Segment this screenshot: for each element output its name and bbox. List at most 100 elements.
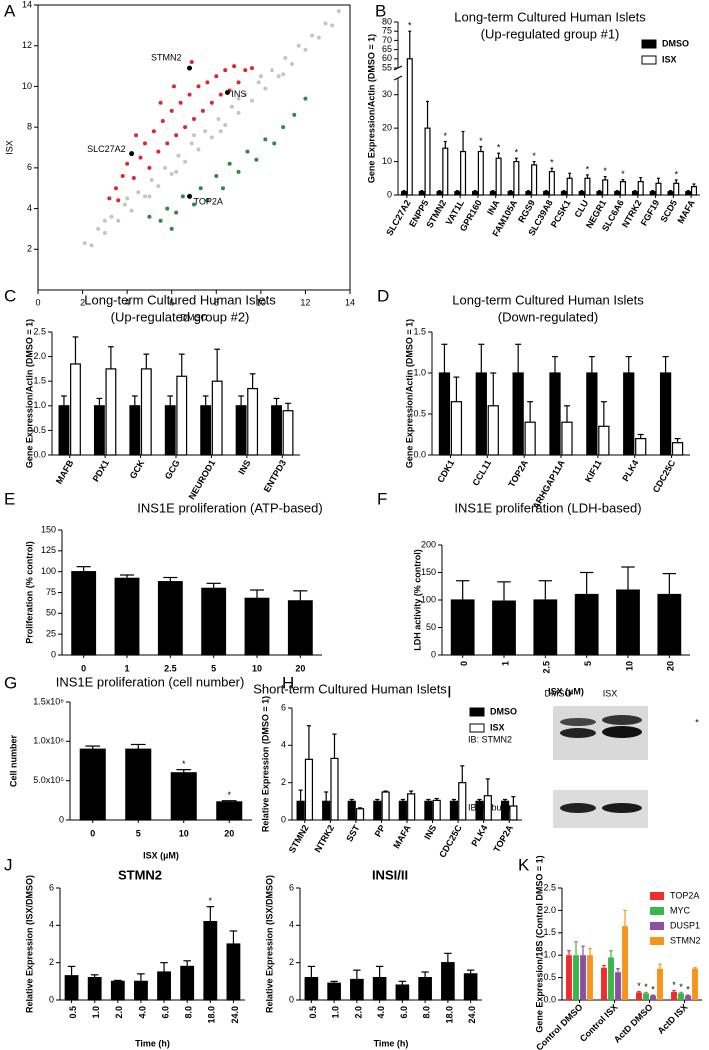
- bar: [566, 177, 573, 196]
- y-tick-label: 50: [46, 608, 56, 618]
- bar: [322, 800, 331, 821]
- y-tick-label: 6: [27, 162, 32, 172]
- bar: [436, 191, 443, 196]
- x-tick-label: 10: [252, 663, 262, 673]
- point: [258, 74, 263, 79]
- bar: [495, 157, 502, 196]
- x-tick-label: 4: [125, 297, 130, 307]
- point: [138, 155, 143, 160]
- point: [205, 80, 210, 85]
- point: [236, 169, 241, 174]
- significance-marker: *: [209, 896, 213, 906]
- point: [223, 123, 228, 128]
- y-tick-label: 2: [289, 957, 294, 967]
- bar: [244, 597, 270, 656]
- y-tick-label: 14: [22, 0, 32, 9]
- y-tick-label: 150: [41, 524, 56, 534]
- bar: [560, 191, 567, 196]
- bar: [586, 372, 598, 456]
- point: [236, 96, 241, 101]
- x-tick-label: 0: [35, 297, 40, 307]
- panel-letter: E: [4, 489, 15, 508]
- bar: [533, 599, 558, 656]
- bar: [424, 800, 433, 821]
- y-tick-label: 12: [22, 40, 32, 50]
- bar: [525, 191, 532, 196]
- x-tick-label: 18.0: [207, 1006, 217, 1024]
- chart-title: Short-term Cultured Human Islets: [253, 681, 447, 696]
- bar: [134, 980, 148, 1001]
- bar: [373, 800, 382, 821]
- bar: [418, 191, 425, 196]
- panel-letter: J: [4, 855, 13, 874]
- panel-letter: G: [4, 673, 17, 692]
- y-tick-label: 1.0: [413, 367, 426, 377]
- bar: [441, 962, 455, 1001]
- point: [296, 43, 301, 48]
- bar: [531, 164, 538, 196]
- bar: [655, 182, 662, 196]
- x-tick-label: 5: [211, 663, 216, 673]
- point: [116, 198, 121, 203]
- bar: [472, 191, 479, 196]
- bar: [615, 972, 621, 1000]
- y-axis-label: Proliferation (% control): [24, 541, 34, 644]
- x-tick-label: 2.0: [353, 1006, 363, 1019]
- point: [256, 80, 261, 85]
- y-tick-label: 150: [421, 567, 436, 577]
- x-tick-label: CLU: [572, 198, 590, 219]
- legend-swatch: [650, 907, 664, 915]
- y-tick-label: 1.5: [413, 326, 426, 336]
- point: [107, 196, 112, 201]
- bar: [643, 993, 649, 1000]
- bar: [475, 372, 487, 456]
- x-tick-label: PDX1: [91, 458, 111, 483]
- point: [165, 206, 170, 211]
- y-tick-label: 55: [382, 62, 392, 72]
- bar: [524, 421, 536, 456]
- x-tick-label: KIF11: [583, 458, 604, 484]
- point: [243, 92, 248, 97]
- significance-marker: *: [444, 131, 448, 141]
- bar: [690, 186, 698, 196]
- bar: [330, 757, 339, 821]
- x-tick-label: 0: [459, 661, 469, 666]
- band: [602, 803, 642, 813]
- row-label: IB: STMN2: [468, 734, 512, 744]
- x-tick-label: 1: [500, 661, 510, 666]
- point: [116, 218, 121, 223]
- y-tick-label: 1.5: [543, 927, 556, 937]
- y-tick-label: 1.0x10⁶: [33, 736, 64, 746]
- band: [560, 803, 596, 813]
- legend-label: ISX: [490, 722, 505, 732]
- point: [129, 208, 134, 213]
- y-tick-label: 1.5x10⁶: [33, 696, 64, 706]
- significance-marker: *: [637, 981, 641, 991]
- bar: [650, 995, 656, 1000]
- x-tick-label: 8: [214, 297, 219, 307]
- point: [303, 96, 308, 101]
- point: [263, 86, 268, 91]
- y-tick-label: 0.0: [33, 449, 46, 459]
- chart-title: STMN2: [118, 867, 162, 882]
- point: [263, 137, 268, 142]
- point: [236, 80, 241, 85]
- x-tick-label: 1.0: [331, 1006, 341, 1019]
- bar: [475, 800, 484, 821]
- significance-marker: *: [586, 164, 590, 174]
- bar: [463, 973, 478, 1001]
- significance-marker: *: [644, 982, 648, 992]
- y-tick-label: 65: [382, 44, 392, 54]
- bar: [381, 791, 390, 821]
- x-tick-label: 1: [124, 663, 129, 673]
- bar: [450, 599, 475, 656]
- point: [281, 125, 286, 130]
- point: [232, 64, 237, 69]
- point: [114, 186, 118, 191]
- point: [156, 149, 161, 154]
- bar: [631, 191, 638, 196]
- bar: [170, 772, 197, 821]
- significance-marker: *: [603, 166, 607, 176]
- bar: [235, 405, 247, 456]
